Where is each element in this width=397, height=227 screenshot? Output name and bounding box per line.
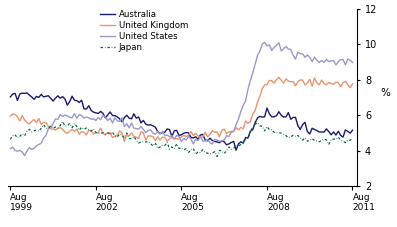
United Kingdom [350,82,355,85]
Australia [272,115,276,118]
Line: Australia: Australia [10,93,353,150]
Australia [331,131,336,133]
United States [208,141,212,144]
Japan [272,131,276,134]
United States [331,59,336,62]
United Kingdom [331,83,336,86]
Australia [27,94,32,96]
United States [10,146,15,148]
United Kingdom [8,115,13,117]
Australia [350,129,355,131]
United States [262,41,267,44]
United States [22,154,27,157]
Japan [350,136,355,139]
Australia [10,93,15,96]
United Kingdom [269,79,274,82]
Line: United States: United States [10,42,353,156]
United States [8,147,13,150]
Australia [208,137,212,140]
Line: Japan: Japan [10,122,353,157]
Australia [281,116,286,118]
Y-axis label: %: % [381,88,391,98]
United States [27,146,32,149]
Japan [10,134,15,137]
Australia [25,91,29,94]
United Kingdom [25,121,29,124]
Japan [25,130,29,133]
Japan [60,120,65,123]
United Kingdom [276,76,281,79]
Australia [234,149,239,152]
United States [350,61,355,64]
Japan [8,138,13,141]
Legend: Australia, United Kingdom, United States, Japan: Australia, United Kingdom, United States… [100,10,188,52]
United Kingdom [122,140,127,143]
Japan [281,133,286,136]
United Kingdom [10,113,15,115]
United Kingdom [281,82,286,85]
United Kingdom [208,133,212,136]
Australia [8,96,13,98]
Japan [331,138,336,141]
Japan [208,153,212,155]
United States [281,47,286,50]
Japan [215,155,220,158]
United States [272,46,276,49]
Line: United Kingdom: United Kingdom [10,77,353,141]
